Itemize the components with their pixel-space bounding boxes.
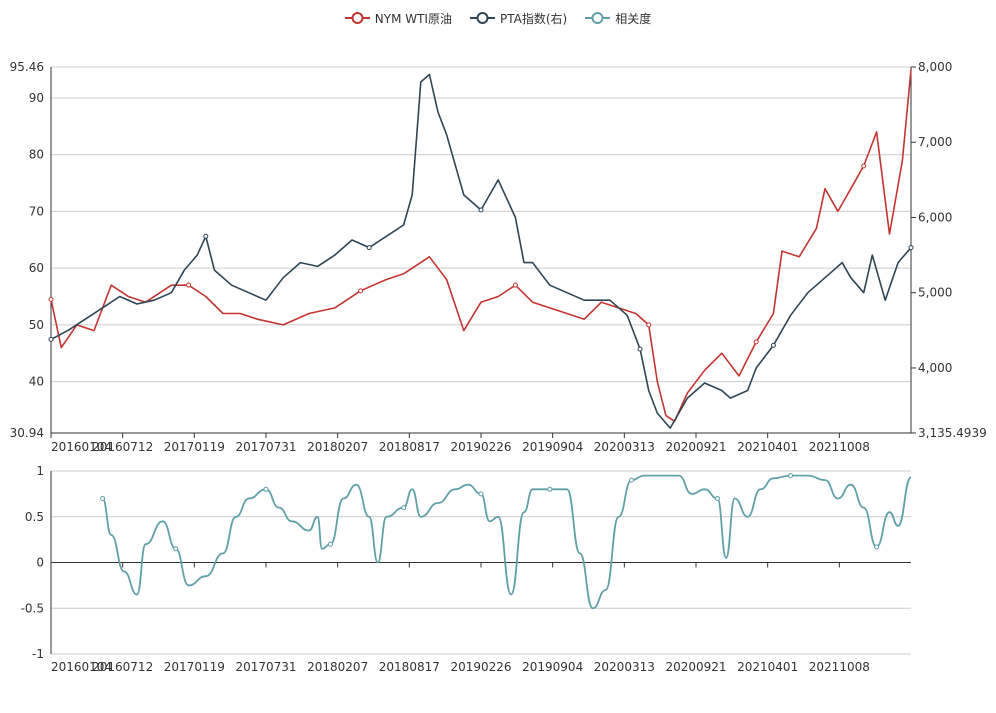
bottom-y-tick-label: 0 — [36, 556, 44, 570]
series-point-0 — [753, 339, 759, 345]
bottom-x-tick-label: 20180817 — [379, 660, 440, 674]
top-x-tick-label: 20170731 — [235, 440, 296, 454]
top-x-tick-label: 20180207 — [307, 440, 368, 454]
bottom-x-tick-label: 20160104 — [51, 660, 112, 674]
top-left-tick-label: 80 — [29, 148, 44, 162]
correlation-point — [547, 486, 553, 492]
bottom-x-tick-label: 20210401 — [737, 660, 798, 674]
legend-label-wti: NYM WTI原油 — [374, 11, 452, 26]
top-left-tick-label: 40 — [29, 375, 44, 389]
correlation-point — [874, 544, 880, 550]
top-right-tick-label: 4,000 — [918, 361, 952, 375]
top-right-tick-label: 3,135.4939 — [918, 426, 987, 440]
legend-marker-correlation-icon — [585, 12, 611, 24]
correlation-point — [629, 477, 634, 483]
top-x-tick-label: 20190904 — [522, 440, 583, 454]
correlation-point — [401, 505, 407, 511]
correlation-point — [328, 541, 333, 547]
series-point-0 — [48, 296, 54, 302]
correlation-point — [715, 495, 720, 501]
top-left-tick-label: 90 — [29, 91, 44, 105]
legend-label-pta: PTA指数(右) — [499, 11, 568, 26]
bottom-x-tick-label: 20160712 — [92, 660, 153, 674]
bottom-x-tick-label: 20200313 — [594, 660, 655, 674]
bottom-x-tick-label: 20170119 — [164, 660, 225, 674]
correlation-line — [101, 474, 912, 610]
series-point-0 — [358, 288, 364, 294]
top-left-tick-label: 60 — [29, 261, 44, 275]
series-point-1 — [48, 336, 54, 342]
legend-marker-pta-icon — [469, 12, 495, 24]
top-left-tick-label: 70 — [29, 204, 44, 218]
bottom-x-tick-label: 20190904 — [522, 660, 583, 674]
correlation-point — [100, 495, 106, 501]
bottom-x-tick-label: 20180207 — [307, 660, 368, 674]
top-x-tick-label: 20210401 — [737, 440, 798, 454]
series-point-1 — [366, 245, 372, 251]
series-point-0 — [186, 282, 192, 288]
bottom-x-tick-label: 20211008 — [809, 660, 870, 674]
top-right-tick-label: 6,000 — [918, 210, 952, 224]
bottom-y-tick-label: -0.5 — [21, 601, 44, 615]
top-right-tick-label: 5,000 — [918, 286, 952, 300]
legend-item-pta[interactable]: PTA指数(右) — [469, 10, 568, 27]
series-point-0 — [512, 282, 518, 288]
series-point-1 — [637, 346, 643, 352]
series-point-1 — [908, 245, 914, 251]
bottom-y-tick-label: 1 — [36, 464, 44, 478]
top-x-tick-label: 20200921 — [665, 440, 726, 454]
top-x-tick-label: 20211008 — [809, 440, 870, 454]
correlation-point — [263, 486, 269, 492]
bottom-y-tick-label: -1 — [32, 647, 44, 661]
top-x-tick-label: 20190226 — [450, 440, 511, 454]
legend-item-correlation[interactable]: 相关度 — [585, 10, 651, 27]
top-right-tick-label: 8,000 — [918, 60, 952, 74]
top-x-tick-label: 20180817 — [379, 440, 440, 454]
series-point-1 — [478, 207, 484, 213]
top-x-tick-label: 20200313 — [594, 440, 655, 454]
top-left-tick-label: 95.46 — [10, 60, 44, 74]
legend-item-wti[interactable]: NYM WTI原油 — [344, 10, 452, 27]
bottom-y-tick-label: 0.5 — [25, 510, 44, 524]
series-point-1 — [203, 233, 209, 239]
correlation-point — [173, 546, 179, 552]
top-x-tick-label: 20160712 — [92, 440, 153, 454]
bottom-x-tick-label: 20190226 — [450, 660, 511, 674]
top-right-tick-label: 7,000 — [918, 135, 952, 149]
correlation-point — [788, 473, 794, 479]
series-line-0 — [50, 69, 912, 423]
top-left-tick-label: 50 — [29, 318, 44, 332]
top-left-tick-label: 30.94 — [10, 426, 44, 440]
bottom-x-tick-label: 20170731 — [235, 660, 296, 674]
bottom-x-tick-label: 20200921 — [665, 660, 726, 674]
series-point-0 — [646, 322, 652, 328]
chart-legend: NYM WTI原油 PTA指数(右) 相关度 — [0, 8, 996, 28]
correlation-point — [478, 491, 484, 497]
legend-marker-wti-icon — [344, 12, 370, 24]
legend-label-correlation: 相关度 — [615, 11, 652, 26]
top-x-tick-label: 20160104 — [51, 440, 112, 454]
series-point-1 — [770, 342, 776, 348]
top-x-tick-label: 20170119 — [164, 440, 225, 454]
series-point-0 — [861, 163, 867, 169]
